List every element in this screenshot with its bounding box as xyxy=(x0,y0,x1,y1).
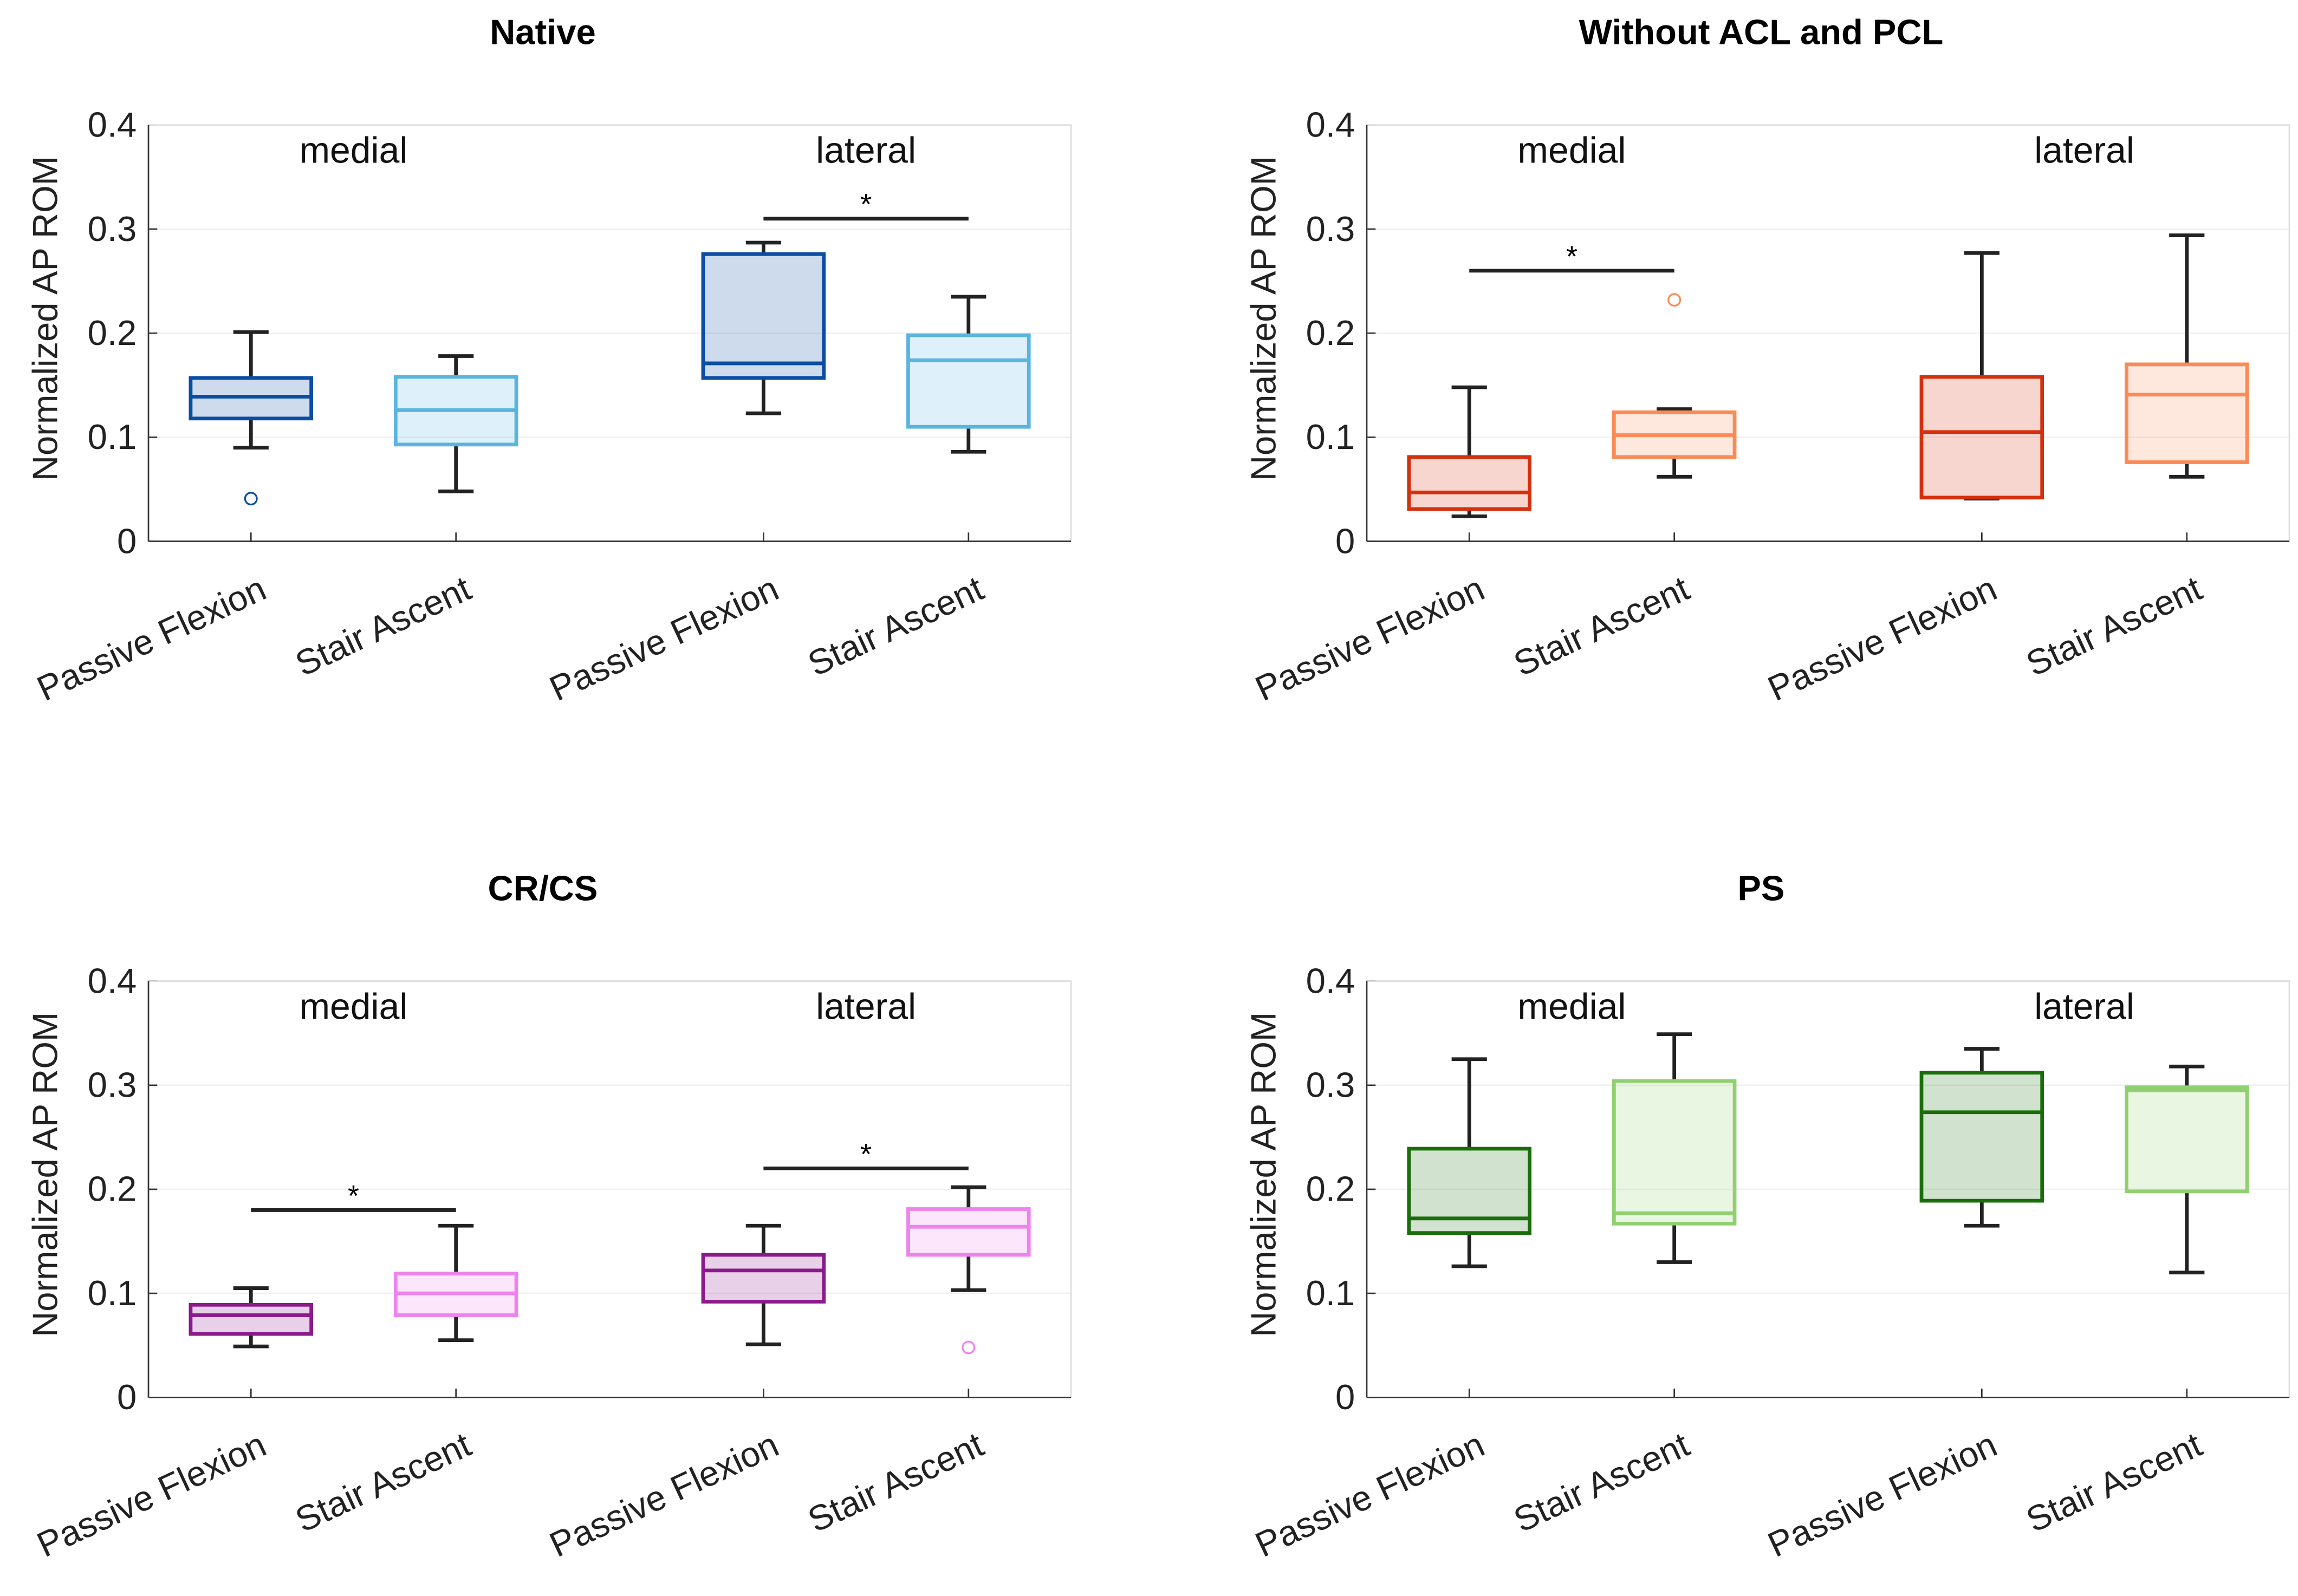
y-tick-label: 0.3 xyxy=(88,209,137,249)
box xyxy=(701,1253,826,1304)
box xyxy=(1919,375,2044,500)
significance-star: * xyxy=(348,1179,359,1212)
box xyxy=(906,1207,1031,1257)
box xyxy=(701,252,826,380)
significance-star: * xyxy=(1566,240,1578,273)
y-tick-label: 0 xyxy=(117,521,137,561)
group-label: lateral xyxy=(816,986,916,1027)
box xyxy=(2125,362,2249,464)
x-tick-label: Passive Flexion xyxy=(31,568,271,708)
x-tick-label: Passive Flexion xyxy=(1249,1424,1490,1565)
y-tick-label: 0.4 xyxy=(1306,105,1355,145)
y-tick-label: 0 xyxy=(117,1377,137,1417)
x-tick-label: Passive Flexion xyxy=(31,1424,271,1565)
y-tick-label: 0.1 xyxy=(88,1273,137,1313)
box xyxy=(1407,1146,1531,1235)
box xyxy=(1612,1079,1737,1226)
outlier-point xyxy=(1667,293,1682,307)
y-tick-label: 0.3 xyxy=(1306,1065,1355,1105)
y-tick-label: 0.1 xyxy=(1306,1273,1355,1313)
outlier-point xyxy=(244,492,258,506)
y-tick-label: 0.2 xyxy=(88,1169,137,1209)
y-tick-label: 0.3 xyxy=(1306,209,1355,249)
x-tick-label: Stair Ascent xyxy=(2020,1424,2208,1540)
x-tick-label: Stair Ascent xyxy=(289,568,477,683)
panel-0: Native 0 0.1 0.2 0.3 0.4 Normalized AP ROM medi… xyxy=(25,12,1072,708)
panel-2: CR/CS 0 0.1 0.2 0.3 0.4 Normalized AP ROM media… xyxy=(25,868,1072,1565)
y-tick-label: 0 xyxy=(1335,521,1355,561)
group-label: medial xyxy=(299,986,407,1027)
y-tick-label: 0.1 xyxy=(1306,417,1355,457)
group-label: lateral xyxy=(2034,986,2134,1027)
box xyxy=(1919,1071,2044,1203)
y-tick-label: 0.4 xyxy=(1306,961,1355,1000)
x-tick-label: Passive Flexion xyxy=(1762,568,2002,708)
significance-star: * xyxy=(860,1137,872,1170)
y-tick-label: 0.2 xyxy=(1306,313,1355,353)
y-tick-label: 0 xyxy=(1335,1377,1355,1417)
box xyxy=(1407,455,1531,511)
x-tick-label: Passive Flexion xyxy=(1249,568,1490,708)
box xyxy=(2125,1085,2249,1194)
outlier-point xyxy=(962,1340,976,1354)
significance-star: * xyxy=(860,188,872,221)
chart-title: PS xyxy=(1737,868,1784,908)
y-axis-label: Normalized AP ROM xyxy=(25,156,65,481)
y-tick-label: 0.2 xyxy=(1306,1169,1355,1209)
x-tick-label: Stair Ascent xyxy=(2020,568,2208,683)
y-tick-label: 0.4 xyxy=(88,105,137,145)
x-tick-label: Stair Ascent xyxy=(802,568,989,683)
y-tick-label: 0.2 xyxy=(88,313,137,353)
x-tick-label: Stair Ascent xyxy=(802,1424,989,1540)
x-tick-label: Stair Ascent xyxy=(1508,1424,1695,1540)
group-label: lateral xyxy=(2034,131,2134,171)
x-tick-label: Passive Flexion xyxy=(543,568,784,708)
chart-title: Native xyxy=(490,12,596,51)
y-axis-label: Normalized AP ROM xyxy=(25,1012,65,1337)
box xyxy=(189,1302,314,1336)
x-tick-label: Stair Ascent xyxy=(289,1424,477,1540)
y-tick-label: 0.4 xyxy=(88,961,137,1000)
chart-title: CR/CS xyxy=(488,868,598,908)
group-label: medial xyxy=(1517,131,1626,171)
chart-title: Without ACL and PCL xyxy=(1579,12,1944,51)
y-axis-label: Normalized AP ROM xyxy=(1244,1012,1283,1337)
y-axis-label: Normalized AP ROM xyxy=(1244,156,1283,481)
box xyxy=(906,333,1031,429)
group-label: medial xyxy=(299,131,407,171)
x-tick-label: Passive Flexion xyxy=(543,1424,784,1565)
group-label: lateral xyxy=(816,131,916,171)
x-tick-label: Stair Ascent xyxy=(1508,568,1695,683)
panel-1: Without ACL and PCL 0 0.1 0.2 0.3 0.4 Normaliz… xyxy=(1244,12,2290,708)
group-label: medial xyxy=(1517,986,1626,1027)
y-tick-label: 0.1 xyxy=(88,417,137,457)
x-tick-label: Passive Flexion xyxy=(1762,1424,2002,1565)
panel-3: PS 0 0.1 0.2 0.3 0.4 Normalized AP ROM medial la… xyxy=(1244,868,2290,1565)
y-tick-label: 0.3 xyxy=(88,1065,137,1105)
